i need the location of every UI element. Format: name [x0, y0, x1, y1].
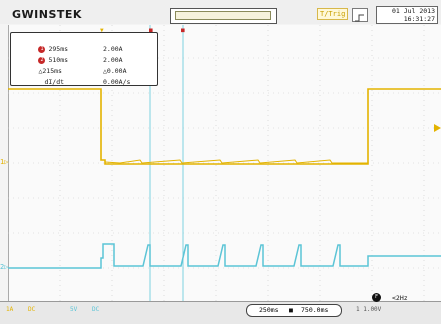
edge-trigger-icon [352, 8, 368, 22]
cursor-1-icon: 1 [38, 45, 46, 53]
ch1-scale[interactable]: 1A [6, 306, 14, 313]
cursor-row-2: 2 510ms 2.00A [15, 48, 123, 72]
trigger-position-marker[interactable]: ▼ [100, 27, 104, 34]
memory-bar [170, 8, 277, 24]
horizontal-position: 750.0ms [301, 306, 329, 314]
ch1-trace [8, 88, 441, 165]
date-time-display: 01 Jul 2013 16:31:27 [376, 6, 438, 24]
cursor-row-1: 1 295ms 2.00A [15, 37, 123, 61]
ch1-ripple [104, 159, 368, 164]
cursor-readout-panel: 1 295ms 2.00A 2 510ms 2.00A △215ms △0.00A dI/… [10, 32, 158, 86]
cursor-2-icon: 2 [38, 56, 46, 64]
cursor-1-value: 2.00A [103, 45, 123, 53]
cursor-2-time: 510ms [48, 56, 69, 64]
timebase-box[interactable]: 250ms ■ 750.0ms [246, 304, 342, 317]
trigger-level-marker[interactable] [434, 124, 441, 132]
ch2-scale[interactable]: 5V [70, 306, 78, 313]
slope-row: dI/dt 0.00A/s [21, 70, 130, 94]
cursor-1-time: 295ms [48, 45, 69, 53]
ch2-ground-marker[interactable]: 2▷ [0, 263, 9, 271]
top-status-bar: GWINSTEK T/Trig 01 Jul 2013 16:31:27 [0, 0, 441, 24]
trigger-status-badge: T/Trig [317, 8, 349, 20]
horizontal-position-icon: ■ [289, 306, 293, 314]
frequency-readout: <2Hz [392, 294, 408, 302]
delta-value: △0.00A [103, 67, 127, 75]
timebase-value: 250ms [259, 306, 279, 314]
cursor-2-marker[interactable]: ■ [181, 27, 185, 34]
slope-value: 0.00A/s [103, 78, 131, 86]
bottom-status-bar: 1A DC 5V DC 250ms ■ 750.0ms 1 1.00V F <2… [0, 293, 441, 324]
ch1-coupling[interactable]: DC [28, 306, 36, 313]
time-text: 16:31:27 [403, 15, 435, 23]
cursor-2-value: 2.00A [103, 56, 123, 64]
ch2-coupling[interactable]: DC [92, 306, 100, 313]
memory-bar-fill [175, 11, 271, 20]
frequency-icon: F [372, 293, 381, 302]
date-text: 01 Jul 2013 [391, 7, 435, 15]
cursor-1-marker[interactable]: ■ [149, 27, 153, 34]
trigger-info[interactable]: 1 1.00V [356, 306, 382, 313]
cursor-delta-row: △215ms △0.00A [15, 59, 126, 83]
delta-time: △215ms [38, 67, 62, 75]
slope-label: dI/dt [44, 78, 65, 86]
ch2-trace [8, 243, 441, 269]
brand-logo: GWINSTEK [12, 8, 82, 21]
ch1-ground-marker[interactable]: 1▷ [0, 158, 9, 166]
